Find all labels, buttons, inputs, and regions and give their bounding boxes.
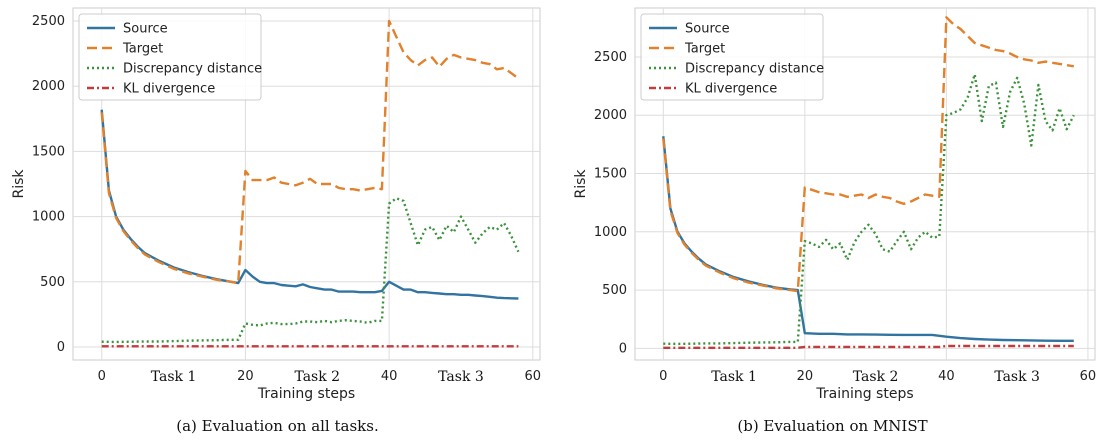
y-tick-label: 0 xyxy=(619,341,627,356)
legend-entry: Target xyxy=(684,42,725,57)
x-tick-label: 0 xyxy=(659,369,667,384)
x-tick-label: 20 xyxy=(237,369,254,384)
y-tick-label: 500 xyxy=(602,283,627,298)
y-tick-label: 1500 xyxy=(32,144,65,159)
series-line-target xyxy=(662,16,1074,293)
legend xyxy=(78,13,262,101)
series-line-kl-divergence xyxy=(663,344,1074,349)
x-axis-label: Training steps xyxy=(257,386,355,402)
y-tick-label: 1000 xyxy=(32,210,65,225)
series-line-discrepancy-distance xyxy=(663,73,1075,346)
y-axis-label: Risk xyxy=(573,169,589,199)
task-label: Task 1 xyxy=(711,369,757,385)
task-label: Task 1 xyxy=(151,369,197,385)
y-axis-label: Risk xyxy=(11,169,27,199)
caption-a: (a) Evaluation on all tasks. xyxy=(176,417,379,435)
legend-entry: Discrepancy distance xyxy=(685,62,824,77)
series-line-source xyxy=(662,136,1074,342)
y-tick-label: 1000 xyxy=(594,225,627,240)
y-tick-label: 500 xyxy=(40,275,65,290)
task-label: Task 3 xyxy=(438,369,484,385)
y-tick-label: 0 xyxy=(57,340,65,355)
y-tick-label: 2000 xyxy=(594,108,627,123)
legend xyxy=(640,13,824,101)
legend-entry: KL divergence xyxy=(685,82,777,97)
caption-b: (b) Evaluation on MNIST xyxy=(737,417,928,435)
x-tick-label: 20 xyxy=(797,369,814,384)
task-label: Task 2 xyxy=(294,369,340,385)
legend-entry: Discrepancy distance xyxy=(123,62,262,77)
task-label: Task 3 xyxy=(994,369,1040,385)
series-line-target xyxy=(100,19,520,285)
task-label: Task 2 xyxy=(853,369,899,385)
x-tick-label: 40 xyxy=(938,369,955,384)
y-tick-label: 2500 xyxy=(594,50,627,65)
y-tick-label: 2000 xyxy=(32,79,65,94)
legend-entry: KL divergence xyxy=(123,82,215,97)
x-tick-label: 40 xyxy=(381,369,398,384)
x-tick-label: 60 xyxy=(1080,369,1097,384)
x-tick-label: 60 xyxy=(525,369,542,384)
legend-entry: Target xyxy=(122,42,163,57)
legend-entry: Source xyxy=(123,22,168,37)
series-line-source xyxy=(100,109,519,300)
legend-entry: Source xyxy=(685,22,730,37)
x-axis-label: Training steps xyxy=(815,386,913,402)
y-tick-label: 1500 xyxy=(594,167,627,182)
x-tick-label: 0 xyxy=(98,369,106,384)
y-tick-label: 2500 xyxy=(32,14,65,29)
